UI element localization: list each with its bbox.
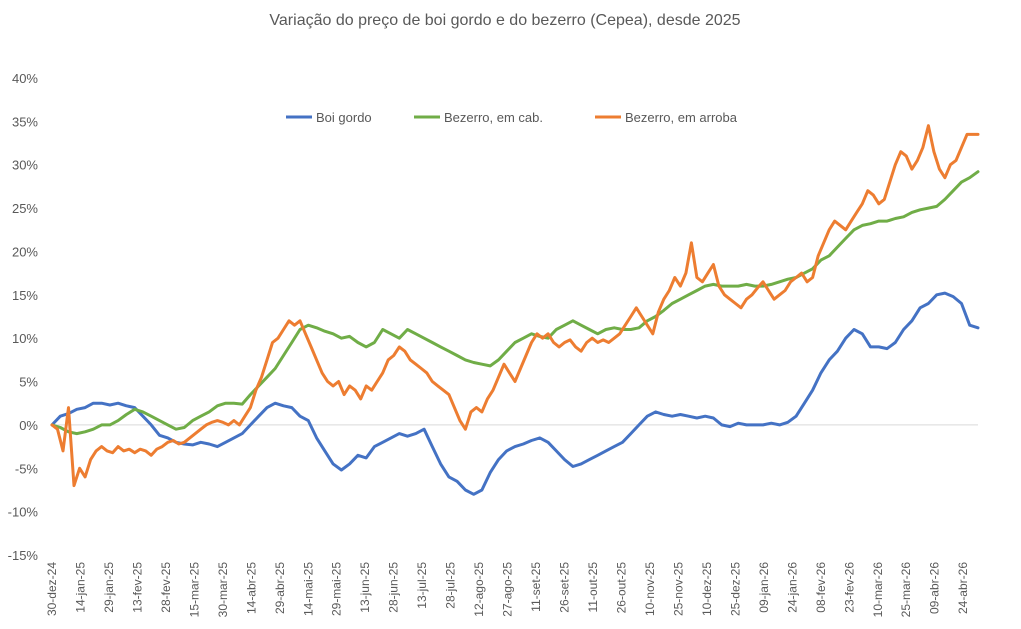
x-tick-label: 13-jun-25 bbox=[358, 562, 372, 613]
y-tick-label: 0% bbox=[19, 418, 38, 433]
y-tick-label: 5% bbox=[19, 375, 38, 390]
legend-label: Bezerro, em arroba bbox=[625, 110, 738, 125]
x-tick-label: 10-mar-26 bbox=[871, 562, 885, 618]
x-tick-label: 13-fev-25 bbox=[130, 562, 144, 613]
x-tick-label: 14-mai-25 bbox=[301, 562, 315, 616]
series-line-2 bbox=[50, 124, 980, 488]
x-tick-label: 24-abr-26 bbox=[956, 562, 970, 614]
x-tick-label: 08-fev-26 bbox=[814, 562, 828, 613]
x-tick-label: 15-mar-25 bbox=[187, 562, 201, 618]
x-tick-label: 25-mar-26 bbox=[899, 562, 913, 618]
y-tick-label: 40% bbox=[12, 71, 38, 86]
y-axis: -15% -10% -5% 0% 5% 10% 15% 20% 25% 30% 35% 40% bbox=[8, 71, 39, 563]
x-tick-label: 11-set-25 bbox=[529, 562, 543, 612]
x-tick-label: 28-jul-25 bbox=[444, 562, 458, 609]
x-tick-label: 26-out-25 bbox=[614, 562, 628, 614]
y-tick-label: 15% bbox=[12, 288, 38, 303]
y-tick-label: -15% bbox=[8, 548, 39, 563]
y-tick-label: -5% bbox=[15, 461, 39, 476]
x-tick-label: 25-nov-25 bbox=[671, 562, 685, 616]
x-tick-label: 13-jul-25 bbox=[415, 562, 429, 609]
x-tick-label: 28-fev-25 bbox=[159, 562, 173, 613]
x-tick-label: 29-abr-25 bbox=[273, 562, 287, 614]
series-group bbox=[50, 124, 980, 496]
x-tick-label: 14-jan-25 bbox=[73, 562, 87, 613]
x-tick-label: 09-abr-26 bbox=[928, 562, 942, 614]
x-tick-label: 09-jan-26 bbox=[757, 562, 771, 613]
y-tick-label: -10% bbox=[8, 505, 39, 520]
series-line-0 bbox=[50, 291, 980, 496]
x-tick-label: 25-dez-25 bbox=[728, 562, 742, 616]
x-tick-label: 24-jan-26 bbox=[785, 562, 799, 613]
y-tick-label: 35% bbox=[12, 114, 38, 129]
y-tick-label: 20% bbox=[12, 244, 38, 259]
x-tick-label: 11-out-25 bbox=[586, 562, 600, 613]
legend-label: Bezerro, em cab. bbox=[444, 110, 543, 125]
y-tick-label: 25% bbox=[12, 201, 38, 216]
legend-label: Boi gordo bbox=[316, 110, 372, 125]
x-tick-label: 26-set-25 bbox=[558, 562, 572, 613]
x-tick-label: 27-ago-25 bbox=[501, 562, 515, 617]
x-tick-label: 14-abr-25 bbox=[244, 562, 258, 614]
legend: Boi gordo Bezerro, em cab. Bezerro, em arr… bbox=[286, 110, 738, 125]
series-line-1 bbox=[50, 170, 980, 436]
x-tick-label: 29-mai-25 bbox=[330, 562, 344, 616]
x-tick-label: 10-dez-25 bbox=[700, 562, 714, 616]
x-tick-label: 12-ago-25 bbox=[472, 562, 486, 617]
x-tick-label: 10-nov-25 bbox=[643, 562, 657, 616]
y-tick-label: 30% bbox=[12, 158, 38, 173]
x-tick-label: 30-dez-24 bbox=[45, 562, 59, 616]
x-tick-label: 23-fev-26 bbox=[842, 562, 856, 613]
x-axis: 30-dez-24 14-jan-25 29-jan-25 13-fev-25 28-f… bbox=[45, 562, 970, 618]
x-tick-label: 28-jun-25 bbox=[387, 562, 401, 613]
chart-title: Variação do preço de boi gordo e do beze… bbox=[269, 12, 740, 29]
x-tick-label: 30-mar-25 bbox=[216, 562, 230, 618]
x-tick-label: 29-jan-25 bbox=[102, 562, 116, 613]
y-tick-label: 10% bbox=[12, 331, 38, 346]
